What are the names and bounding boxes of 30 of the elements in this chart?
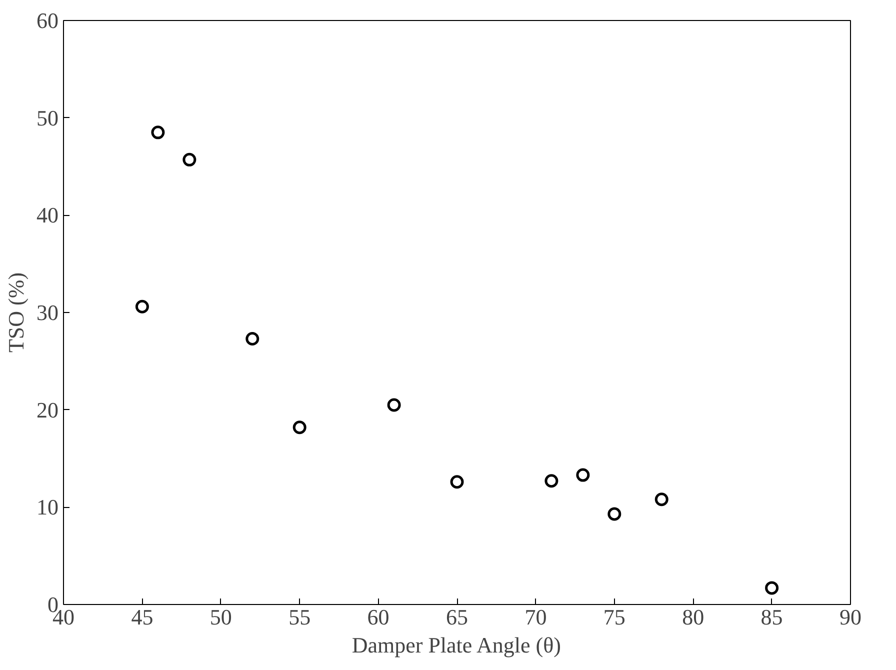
y-tick-label: 30 bbox=[36, 300, 58, 325]
x-tick-label: 90 bbox=[840, 604, 862, 630]
y-tick-label: 50 bbox=[36, 105, 58, 130]
x-axis-title: Damper Plate Angle (θ) bbox=[352, 632, 561, 658]
x-tick-label: 85 bbox=[760, 604, 783, 630]
x-tick-label: 80 bbox=[682, 604, 704, 630]
y-tick-label: 40 bbox=[36, 202, 58, 228]
x-tick-label: 65 bbox=[446, 604, 468, 630]
point bbox=[450, 475, 464, 489]
x-tick-label: 75 bbox=[603, 604, 626, 630]
y-axis-title: TSO (%) bbox=[4, 272, 28, 353]
y-tick-label: 20 bbox=[36, 397, 58, 422]
x-tick-label: 55 bbox=[288, 604, 311, 630]
point bbox=[544, 474, 558, 488]
point bbox=[654, 492, 668, 506]
point bbox=[246, 332, 260, 346]
point bbox=[151, 126, 165, 140]
point bbox=[135, 300, 149, 314]
point bbox=[387, 398, 401, 412]
point bbox=[608, 507, 622, 521]
x-tick-label: 70 bbox=[524, 604, 547, 630]
y-tick-label: 10 bbox=[36, 494, 58, 520]
x-tick-label: 50 bbox=[210, 604, 232, 630]
point bbox=[292, 420, 306, 434]
x-tick-label: 60 bbox=[367, 604, 390, 630]
y-tick-label: 60 bbox=[36, 8, 58, 33]
point bbox=[182, 152, 196, 166]
point bbox=[576, 468, 590, 482]
x-tick-label: 45 bbox=[131, 604, 154, 630]
point bbox=[765, 581, 779, 595]
